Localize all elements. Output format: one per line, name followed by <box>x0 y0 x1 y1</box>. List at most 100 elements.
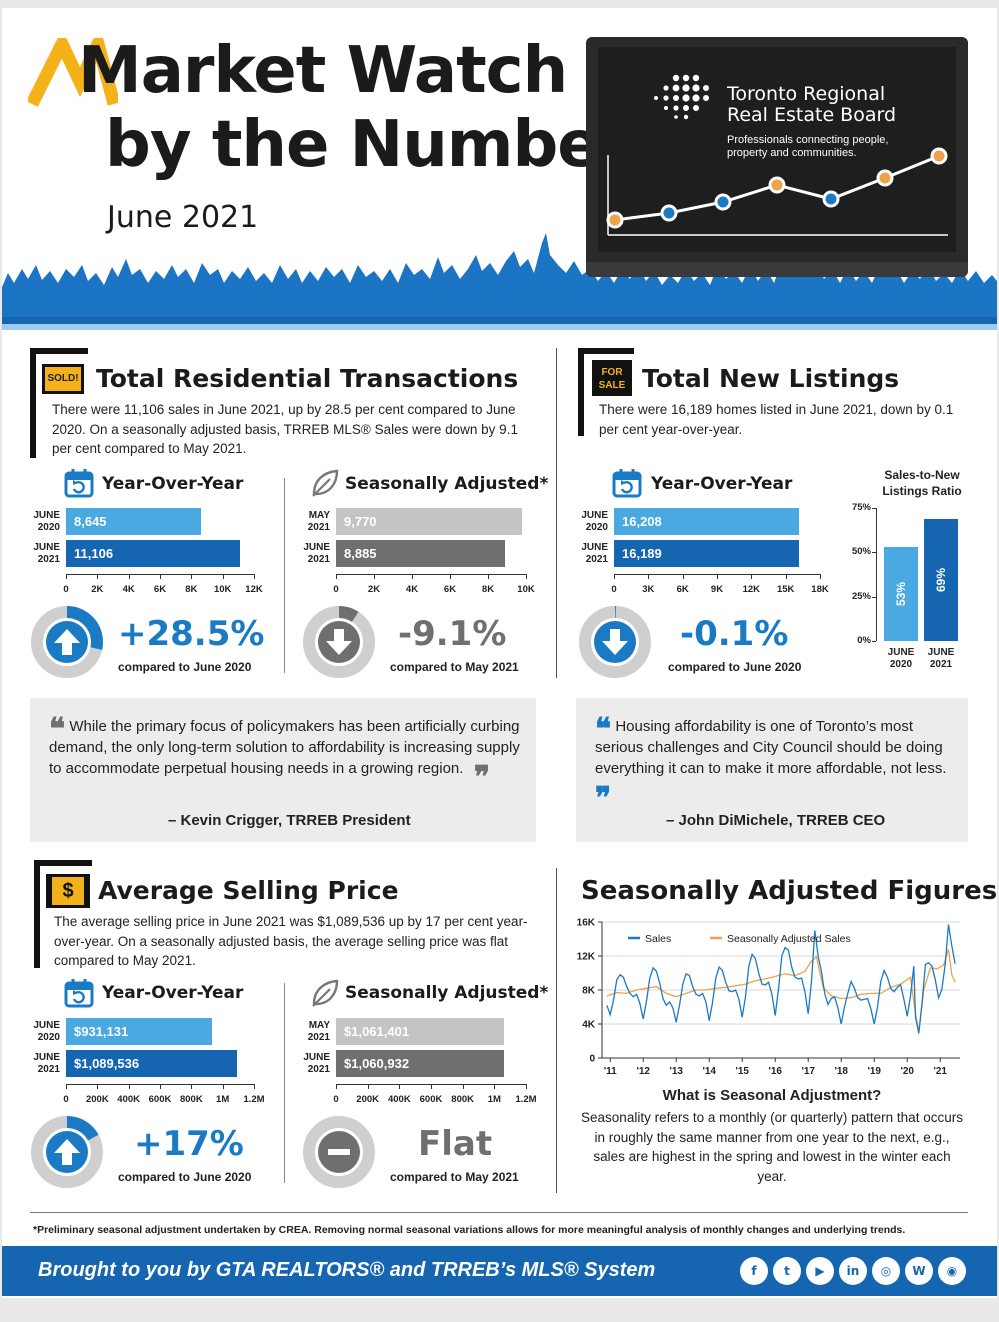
x-tick-mark <box>682 574 684 579</box>
transactions-yoy-change: +28.5% <box>118 614 265 654</box>
category-line2: 2020 <box>37 522 60 533</box>
bar-category-label: JUNE 2021 <box>20 542 60 566</box>
sign-arm <box>578 348 634 354</box>
brand-tagline: Professionals connecting people, propert… <box>727 134 889 159</box>
transactions-sa-title: Seasonally Adjusted* <box>345 474 549 494</box>
x-tick-mark <box>191 574 193 579</box>
ratio-title-line2: Listings Ratio <box>882 484 962 498</box>
x-tick-mark <box>648 574 650 579</box>
page-title-line2: by the Numbers <box>105 108 668 182</box>
podcast-icon[interactable]: ◉ <box>938 1257 966 1285</box>
y-tick-mark <box>872 552 876 554</box>
category-line2: 2021 <box>929 659 953 670</box>
sign-arm <box>34 860 92 866</box>
x-tick-mark <box>785 574 787 579</box>
ratio-chart-title: Sales-to-New Listings Ratio <box>868 467 976 499</box>
bar-mark: 11,106 <box>66 540 240 567</box>
x-tick-label: 200K <box>356 1094 380 1105</box>
monitor-screen <box>598 47 956 252</box>
x-tick-mark <box>128 1084 130 1089</box>
footer-text: Brought to you by GTA REALTORS® and TRRE… <box>38 1259 656 1281</box>
x-tick-label: '13 <box>669 1066 683 1077</box>
monitor-frame <box>586 37 968 277</box>
x-tick-mark <box>160 1084 161 1089</box>
category-line1: JUNE <box>581 542 608 553</box>
y-tick-label: 0 <box>589 1054 595 1065</box>
x-tick-label: 2K <box>367 584 381 595</box>
sub-divider-transactions <box>284 478 285 673</box>
bar-mark: 16,189 <box>614 540 800 567</box>
ratio-bar-mark: 53% <box>884 547 918 641</box>
bar-data-label: 8,885 <box>344 546 377 561</box>
x-tick-label: 0 <box>333 1094 339 1105</box>
x-tick-label: 12K <box>742 584 761 595</box>
x-tick-mark <box>97 1084 99 1089</box>
x-tick-label: '11 <box>604 1066 617 1077</box>
x-tick-mark <box>191 1084 193 1089</box>
y-axis-line <box>876 508 877 641</box>
seasonal-question: What is Seasonal Adjustment? <box>662 1087 882 1104</box>
listings-compare: compared to June 2020 <box>668 660 802 674</box>
y-tick-label: 12K <box>577 952 596 963</box>
facebook-icon[interactable]: f <box>740 1257 768 1285</box>
calendar-icon <box>64 469 94 498</box>
x-tick-label: 800K <box>179 1094 203 1105</box>
leaf-icon <box>312 979 339 1007</box>
bar-data-label: $1,061,401 <box>344 1024 410 1039</box>
ratio-bar-data-label: 53% <box>894 581 908 606</box>
seasonal-title: Seasonally Adjusted Figures <box>581 876 998 906</box>
bar-data-label: 16,189 <box>622 546 662 561</box>
x-tick-label: 200K <box>85 1094 109 1105</box>
x-tick-label: '19 <box>867 1066 881 1077</box>
transactions-yoy-gauge <box>31 606 103 678</box>
bar-mark: 16,208 <box>614 508 800 535</box>
quote-body: While the primary focus of policymakers … <box>49 718 520 777</box>
leaf-icon <box>312 469 339 497</box>
x-tick-mark <box>717 574 718 579</box>
x-tick-mark <box>526 574 527 579</box>
x-tick-label: 1.2M <box>515 1094 537 1105</box>
x-tick-label: 800K <box>451 1094 475 1105</box>
category-line2: 2021 <box>37 554 60 565</box>
linkedin-icon[interactable]: in <box>839 1257 867 1285</box>
youtube-icon[interactable]: ▶ <box>806 1257 834 1285</box>
wordpress-icon[interactable]: W <box>905 1257 933 1285</box>
listings-gauge <box>579 606 651 678</box>
brand-line1: Toronto Regional <box>727 83 886 105</box>
price-sa-chart: MAY 2021 $1,061,401 JUNE 2021 $1,060,932 0 200K… <box>290 1018 540 1108</box>
city-skyline-graphic <box>2 233 997 330</box>
x-tick-mark <box>431 1084 432 1089</box>
listings-summary: There were 16,189 homes listed in June 2… <box>599 402 954 437</box>
ratio-chart: 75% 50% 25% 0% 53% JUNE 2020 69% JUNE 2021 <box>836 500 976 680</box>
twitter-icon[interactable]: t <box>773 1257 801 1285</box>
sign-text-for: FOR <box>601 367 623 378</box>
bar-category-label: JUNE 2021 <box>20 1052 60 1076</box>
quote-card-ceo: ❝ Housing affordability is one of Toront… <box>576 698 968 842</box>
for-sale-sign-icon: FOR SALE <box>592 360 632 396</box>
bar-mark: 8,645 <box>66 508 202 535</box>
ratio-title-line1: Sales-to-New <box>884 468 960 482</box>
transactions-yoy-title: Year-Over-Year <box>102 474 244 494</box>
price-yoy-change: +17% <box>134 1124 244 1164</box>
bar-mark: 9,770 <box>336 508 522 535</box>
price-yoy-title: Year-Over-Year <box>102 983 244 1003</box>
bar-category-label: JUNE 2021 <box>290 542 330 566</box>
x-tick-label: 9K <box>710 584 724 595</box>
x-tick-label: 600K <box>148 1094 172 1105</box>
instagram-icon[interactable]: ◎ <box>872 1257 900 1285</box>
category-line2: 2021 <box>585 554 608 565</box>
x-tick-mark <box>66 574 67 579</box>
sign-post <box>578 348 584 436</box>
y-tick-mark <box>872 596 876 598</box>
trreb-logo-icon <box>654 74 709 120</box>
sign-text-sale: SALE <box>598 380 626 391</box>
category-line2: 2021 <box>307 522 330 533</box>
footnote-rule <box>30 1212 968 1213</box>
arrow-up-icon <box>54 1139 80 1165</box>
bar-data-label: 9,770 <box>344 514 377 529</box>
column-divider-top <box>556 348 557 678</box>
x-tick-label: 0 <box>63 1094 69 1105</box>
y-tick-label: 50% <box>851 546 871 558</box>
category-line2: 2021 <box>307 554 330 565</box>
